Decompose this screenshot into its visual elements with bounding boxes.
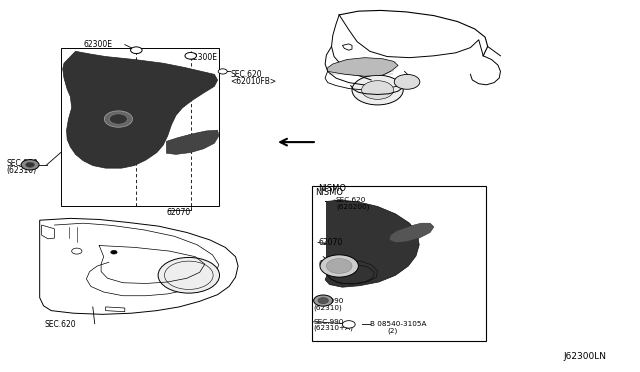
Text: SEC.990: SEC.990 [314,298,344,304]
Circle shape [326,259,352,273]
Text: (620200): (620200) [336,203,369,210]
Text: SEC.990: SEC.990 [6,159,38,168]
Text: 62890M: 62890M [318,260,349,269]
Text: SEC.620: SEC.620 [336,197,366,203]
Text: (62310+A): (62310+A) [314,325,353,331]
Text: SEC.620: SEC.620 [230,70,262,79]
Circle shape [131,47,142,54]
Circle shape [21,160,39,170]
Text: 62300E: 62300E [189,53,218,62]
Polygon shape [325,200,419,287]
Text: J62300LN: J62300LN [563,352,606,361]
Circle shape [109,114,127,124]
Polygon shape [63,51,218,168]
Circle shape [394,74,420,89]
Circle shape [72,248,82,254]
Text: (2): (2) [387,328,397,334]
Polygon shape [389,223,434,243]
Circle shape [342,321,355,328]
Text: (62310): (62310) [6,166,36,175]
Text: 62070: 62070 [166,208,191,217]
Text: NISMO: NISMO [315,188,343,197]
Text: 62300E: 62300E [83,40,112,49]
Circle shape [218,69,227,74]
Text: <62010FB>: <62010FB> [230,77,276,86]
Polygon shape [328,58,398,76]
Circle shape [314,295,333,306]
Text: SEC.990: SEC.990 [314,319,344,325]
Text: 62070: 62070 [318,238,342,247]
Circle shape [320,255,358,277]
Circle shape [318,298,328,304]
Circle shape [185,52,196,59]
Text: NISMO: NISMO [318,185,346,193]
Polygon shape [106,307,125,312]
Circle shape [111,250,117,254]
Text: B 08540-3105A: B 08540-3105A [370,321,426,327]
Circle shape [26,162,35,167]
Text: (62310): (62310) [314,304,342,311]
Polygon shape [166,130,219,154]
Circle shape [362,81,394,99]
Text: SEC.620: SEC.620 [45,320,76,329]
Circle shape [104,111,132,127]
Circle shape [352,75,403,105]
Circle shape [158,257,220,293]
